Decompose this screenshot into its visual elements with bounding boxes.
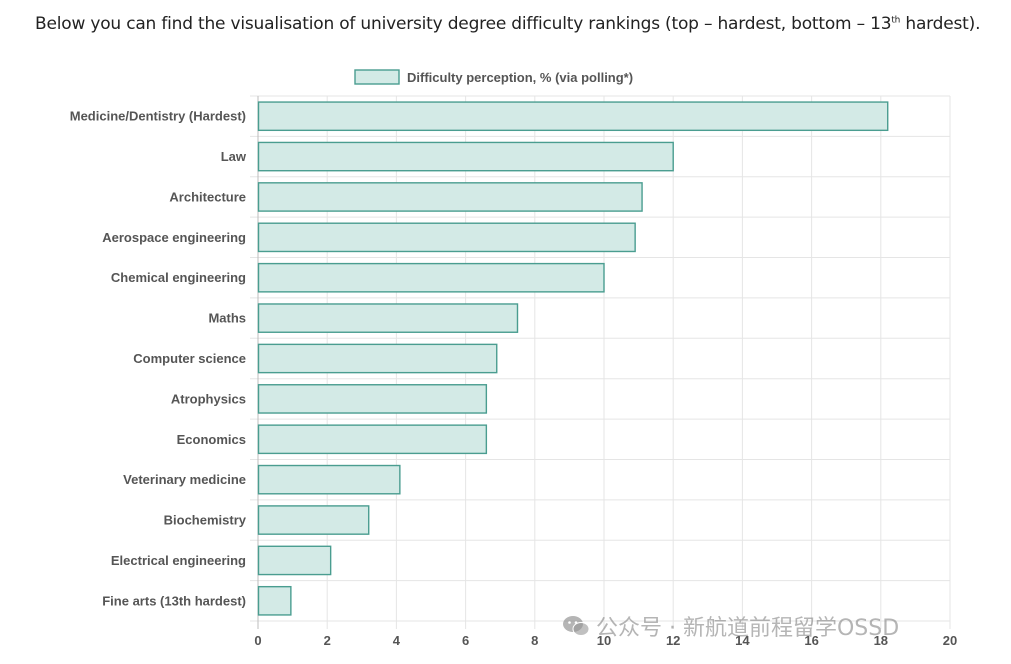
x-tick-label-10: 20 [943, 633, 957, 648]
bar-1 [257, 141, 674, 172]
bar-9 [257, 464, 401, 495]
x-tick-label-0: 0 [254, 633, 261, 648]
intro-text: Below you can find the visualisation of … [35, 14, 980, 34]
x-tick-label-4: 8 [531, 633, 538, 648]
bar-7 [257, 384, 488, 414]
x-tick-label-6: 12 [666, 633, 680, 648]
intro-text-main: Below you can find the visualisation of … [35, 14, 892, 34]
x-tick-label-1: 2 [324, 633, 331, 648]
x-tick-label-2: 4 [393, 633, 401, 648]
category-label-10: Biochemistry [164, 513, 247, 528]
legend-swatch [354, 69, 400, 85]
x-tick-label-9: 18 [874, 633, 888, 648]
x-tick-label-8: 16 [804, 633, 818, 648]
category-label-6: Computer science [133, 351, 246, 366]
bar-4 [257, 262, 605, 293]
watermark: 公众号 · 新航道前程留学OSSD [562, 610, 899, 642]
category-label-9: Veterinary medicine [123, 472, 246, 487]
category-label-7: Atrophysics [171, 391, 246, 406]
category-label-8: Economics [177, 432, 246, 447]
category-label-3: Aerospace engineering [102, 230, 246, 245]
bar-6 [257, 343, 498, 374]
bar-3 [257, 222, 636, 253]
bar-10 [257, 505, 370, 535]
watermark-text: 公众号 · 新航道前程留学OSSD [596, 616, 900, 641]
category-label-0: Medicine/Dentistry (Hardest) [70, 109, 246, 124]
intro-text-end: hardest). [900, 14, 981, 34]
x-tick-label-5: 10 [597, 633, 611, 648]
category-label-1: Law [221, 149, 247, 164]
x-tick-label-3: 6 [462, 633, 469, 648]
category-label-5: Maths [208, 311, 246, 326]
bar-8 [257, 424, 488, 455]
bar-0 [257, 101, 889, 132]
bar-12 [257, 585, 292, 616]
legend-label: Difficulty perception, % (via polling*) [407, 70, 633, 85]
bar-5 [257, 303, 519, 333]
bar-11 [257, 545, 332, 576]
x-tick-label-7: 14 [735, 633, 750, 648]
bar-2 [257, 182, 643, 212]
wechat-icon [563, 616, 590, 636]
category-label-2: Architecture [169, 189, 246, 204]
intro-text-suffix: th [891, 15, 901, 26]
category-label-12: Fine arts (13th hardest) [102, 593, 246, 608]
category-label-4: Chemical engineering [111, 270, 246, 285]
category-label-11: Electrical engineering [111, 553, 246, 568]
